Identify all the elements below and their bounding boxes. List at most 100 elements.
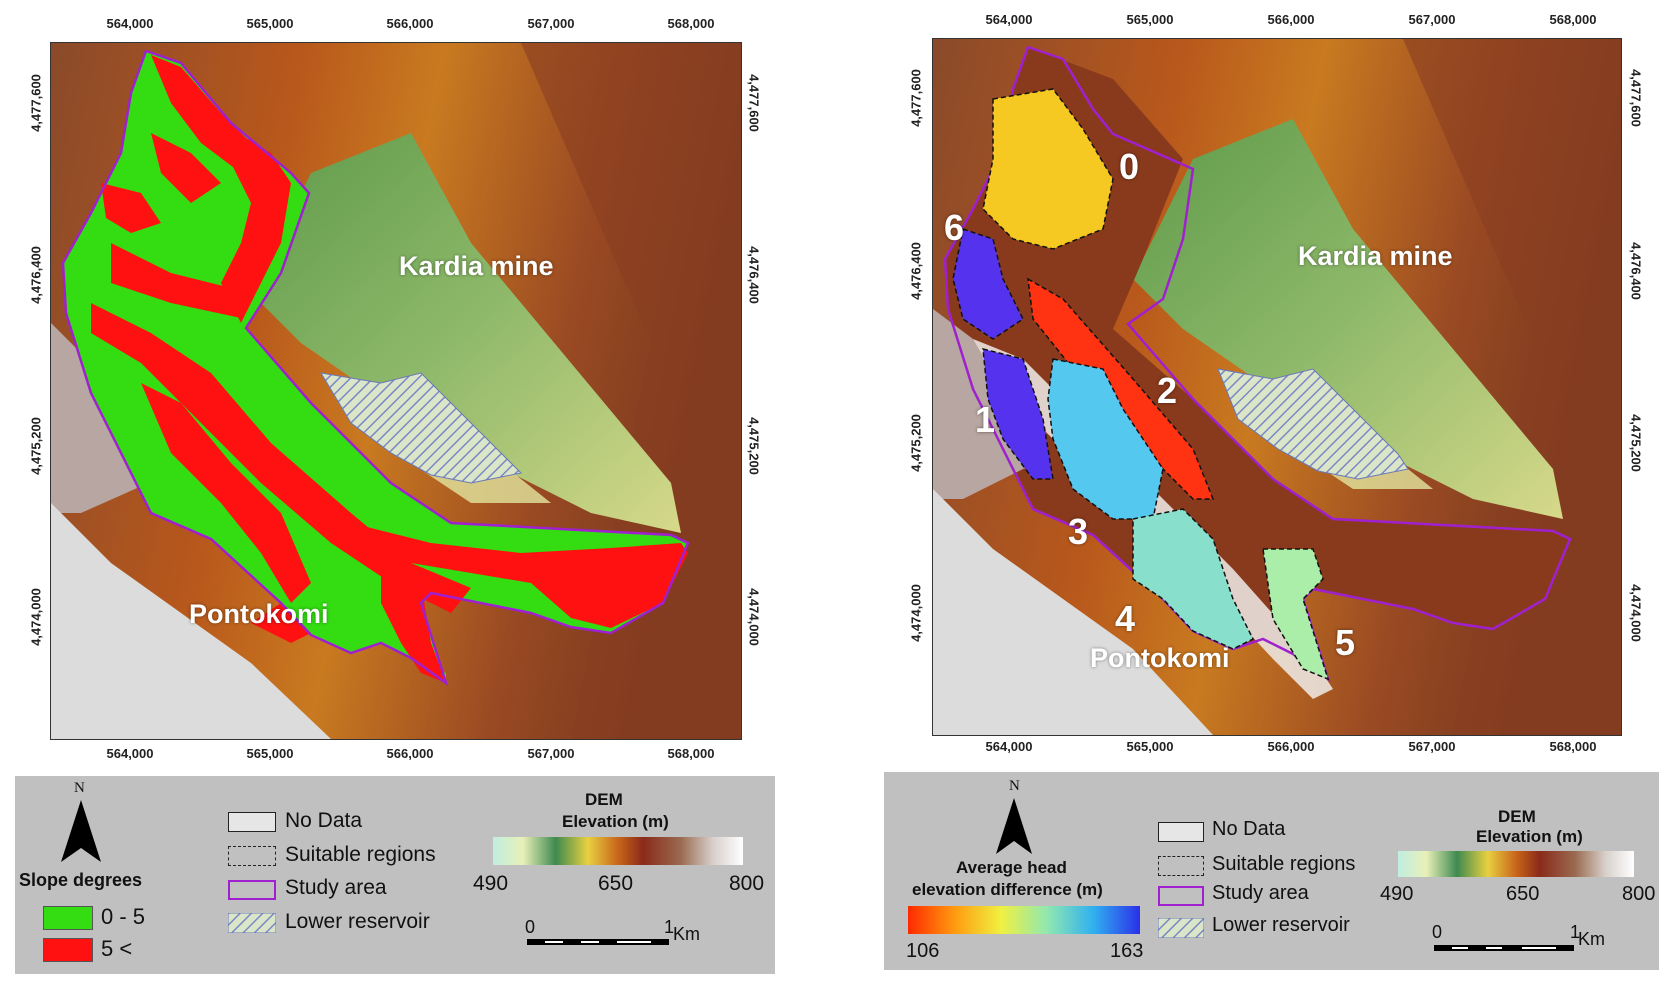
region-2 <box>1027 277 1215 500</box>
lower-reservoir-swatch <box>1158 918 1204 938</box>
no-data-swatch <box>228 812 276 832</box>
left-map-frame: Kardia mine Pontokomi <box>50 42 742 740</box>
head-max: 163 <box>1110 940 1144 962</box>
study-area-outline <box>61 49 690 687</box>
region-label: 1 <box>974 399 996 440</box>
x-tick: 566,000 <box>1267 739 1315 754</box>
x-tick: 565,000 <box>1126 739 1174 754</box>
north-arrow-icon <box>996 798 1032 854</box>
region-label: 3 <box>1067 511 1089 552</box>
dem-subtitle: Elevation (m) <box>562 812 669 831</box>
slope-class-0-5 <box>63 51 688 683</box>
y-tick: 4,477,600 <box>746 74 762 132</box>
region-label: 4 <box>1114 598 1136 639</box>
scale-unit: Km <box>673 924 700 944</box>
region-0 <box>982 88 1114 250</box>
mine-label: Kardia mine <box>399 251 554 281</box>
scale-zero: 0 <box>1432 922 1443 942</box>
village-label: Pontokomi <box>1090 643 1230 673</box>
x-tick: 565,000 <box>1126 12 1174 27</box>
region-label: 0 <box>1118 146 1140 187</box>
region-3 <box>1047 358 1164 520</box>
x-tick: 565,000 <box>246 746 294 761</box>
study-swatch <box>1158 886 1204 906</box>
scale-one: 1 <box>664 917 675 937</box>
no-data-label: No Data <box>1212 818 1286 840</box>
x-tick: 566,000 <box>386 16 434 31</box>
lower-label: Lower reservoir <box>1212 914 1350 936</box>
x-tick: 568,000 <box>667 16 715 31</box>
slope-swatch-high <box>43 938 93 962</box>
head-min: 106 <box>906 940 940 962</box>
head-colorbar <box>908 906 1140 934</box>
slope-title: Slope degrees <box>19 870 143 890</box>
dem-min: 490 <box>473 872 509 895</box>
north-arrow-icon <box>61 800 101 862</box>
dem-mid: 650 <box>598 872 634 895</box>
region-6 <box>952 228 1024 340</box>
x-tick: 568,000 <box>667 746 715 761</box>
y-tick: 4,476,400 <box>908 242 924 300</box>
y-tick: 4,476,400 <box>28 246 44 304</box>
lower-label: Lower reservoir <box>285 910 430 933</box>
y-tick: 4,475,200 <box>28 417 44 475</box>
scale-zero: 0 <box>525 917 536 937</box>
x-tick: 566,000 <box>1267 12 1315 27</box>
north-label: N <box>1009 778 1020 794</box>
no-data-area <box>933 489 1213 735</box>
y-tick: 4,476,400 <box>746 246 762 304</box>
y-tick: 4,477,600 <box>28 74 44 132</box>
study-label: Study area <box>285 876 387 899</box>
x-tick: 567,000 <box>1408 739 1456 754</box>
suitable-label: Suitable regions <box>285 843 436 866</box>
y-tick: 4,477,600 <box>1628 69 1644 127</box>
dem-colorbar <box>493 837 743 865</box>
x-tick: 566,000 <box>386 746 434 761</box>
right-legend: N Average head elevation difference (m) … <box>884 772 1659 970</box>
y-tick: 4,474,000 <box>908 584 924 642</box>
village-label: Pontokomi <box>189 599 329 629</box>
study-swatch <box>228 880 276 900</box>
x-tick: 564,000 <box>985 12 1033 27</box>
region-label: 6 <box>943 207 965 248</box>
region-1 <box>982 348 1054 480</box>
scale-bar <box>1434 945 1574 951</box>
dem-max: 800 <box>729 872 765 895</box>
dem-max: 800 <box>1622 883 1656 905</box>
x-tick: 567,000 <box>527 746 575 761</box>
dem-min: 490 <box>1380 883 1414 905</box>
left-map-raster <box>51 43 741 739</box>
scale-one: 1 <box>1570 922 1581 942</box>
y-tick: 4,477,600 <box>908 69 924 127</box>
region-5 <box>1262 548 1330 681</box>
x-tick: 564,000 <box>106 16 154 31</box>
suitable-label: Suitable regions <box>1212 853 1356 875</box>
scale-unit: Km <box>1578 929 1605 949</box>
slope-swatch-low <box>43 906 93 930</box>
y-tick: 4,474,000 <box>28 588 44 646</box>
x-tick: 568,000 <box>1549 12 1597 27</box>
mine-label: Kardia mine <box>1298 241 1453 271</box>
dem-colorbar <box>1398 851 1634 877</box>
x-tick: 568,000 <box>1549 739 1597 754</box>
scale-bar <box>527 939 669 945</box>
y-tick: 4,475,200 <box>1628 414 1644 472</box>
no-data-area <box>51 503 331 739</box>
x-tick: 567,000 <box>527 16 575 31</box>
dem-mid: 650 <box>1506 883 1540 905</box>
no-data-label: No Data <box>285 809 363 832</box>
head-title-1: Average head <box>956 858 1067 877</box>
slope-class-label: 0 - 5 <box>101 904 146 929</box>
north-label: N <box>74 780 85 796</box>
no-data-swatch <box>1158 822 1204 842</box>
region-4 <box>1132 508 1255 650</box>
lower-reservoir <box>1217 368 1409 480</box>
dem-subtitle: Elevation (m) <box>1476 827 1583 846</box>
region-label: 5 <box>1334 622 1356 663</box>
x-tick: 564,000 <box>985 739 1033 754</box>
suitable-swatch <box>1158 856 1204 876</box>
y-tick: 4,475,200 <box>908 414 924 472</box>
left-legend: N Slope degrees 0 - 5 5 < No Data Suitab… <box>15 776 775 974</box>
y-tick: 4,474,000 <box>746 588 762 646</box>
y-tick: 4,476,400 <box>1628 242 1644 300</box>
